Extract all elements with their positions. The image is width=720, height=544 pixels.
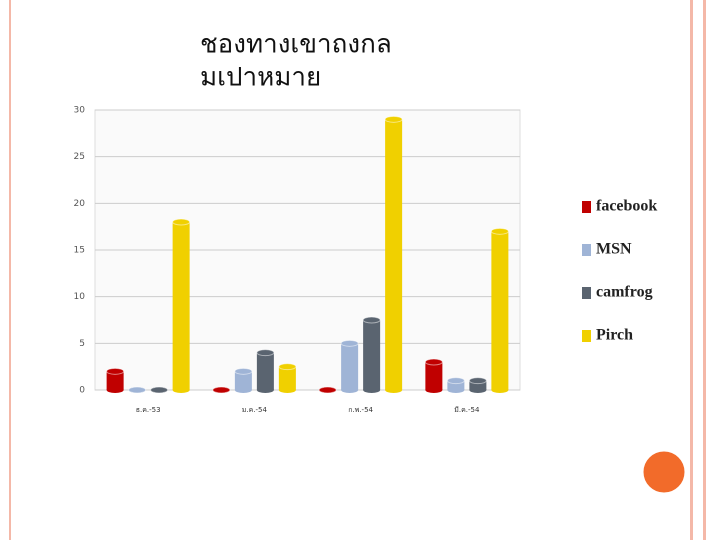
bar-top bbox=[278, 363, 297, 371]
bar-top bbox=[256, 349, 275, 357]
bar-top bbox=[234, 367, 253, 375]
y-tick-label: 0 bbox=[79, 386, 85, 396]
bar bbox=[234, 371, 252, 390]
legend-swatch bbox=[582, 244, 591, 256]
bar-top bbox=[172, 218, 191, 226]
y-tick-label: 15 bbox=[74, 246, 85, 256]
bar-top bbox=[318, 386, 337, 394]
bar bbox=[256, 352, 274, 390]
title: ชองทางเขาถงกล bbox=[200, 30, 392, 60]
decor-circle bbox=[640, 448, 688, 496]
bar-top bbox=[490, 227, 509, 235]
legend-label: Pirch bbox=[596, 327, 633, 344]
legend-swatch bbox=[582, 330, 591, 342]
bar-top bbox=[340, 339, 359, 347]
x-tick-label: ธ.ค.-53 bbox=[136, 406, 161, 414]
x-tick-label: ก.พ.-54 bbox=[348, 406, 373, 414]
legend-label: facebook bbox=[596, 198, 657, 215]
legend-swatch bbox=[582, 201, 591, 213]
bar bbox=[106, 371, 124, 390]
bar bbox=[491, 231, 509, 390]
bar bbox=[469, 380, 487, 390]
legend-swatch bbox=[582, 287, 591, 299]
bar-top bbox=[468, 377, 487, 385]
bar bbox=[172, 222, 190, 390]
bar bbox=[425, 362, 443, 390]
bar-top bbox=[446, 377, 465, 385]
bar bbox=[278, 366, 296, 390]
bar bbox=[363, 320, 381, 390]
bar bbox=[341, 343, 359, 390]
bar-top bbox=[424, 358, 443, 366]
bar bbox=[447, 380, 465, 390]
legend-label: camfrog bbox=[596, 284, 653, 301]
y-tick-label: 30 bbox=[74, 106, 86, 116]
bar-top bbox=[150, 386, 169, 394]
title: มเปาหมาย bbox=[200, 63, 321, 93]
x-tick-label: ม.ค.-54 bbox=[242, 406, 268, 414]
x-tick-label: มี.ค.-54 bbox=[454, 406, 480, 414]
bar bbox=[385, 119, 403, 390]
bar-top bbox=[106, 367, 125, 375]
right-border bbox=[703, 0, 706, 540]
y-tick-label: 10 bbox=[74, 292, 86, 302]
y-tick-label: 25 bbox=[74, 152, 85, 162]
bar-top bbox=[212, 386, 231, 394]
right-border bbox=[690, 0, 693, 540]
bar-top bbox=[362, 316, 381, 324]
bar-top bbox=[384, 115, 403, 123]
y-tick-label: 20 bbox=[74, 199, 86, 209]
bar-top bbox=[128, 386, 147, 394]
y-tick-label: 5 bbox=[79, 339, 85, 349]
legend-label: MSN bbox=[596, 241, 632, 258]
